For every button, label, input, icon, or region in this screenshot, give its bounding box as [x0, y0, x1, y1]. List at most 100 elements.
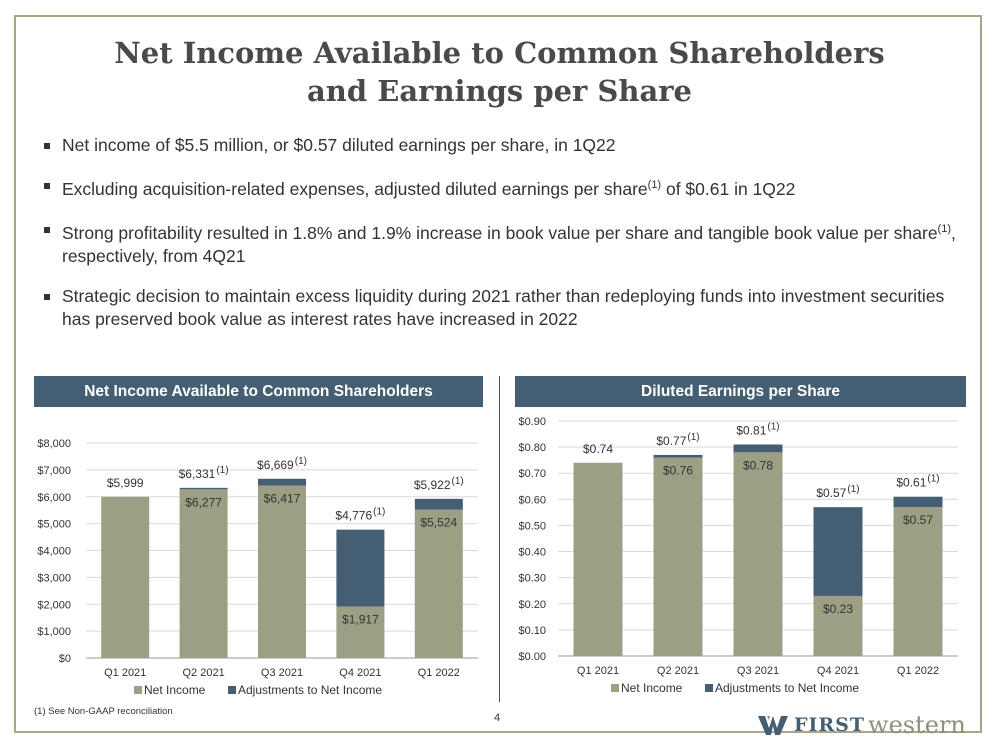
bar-net-income [179, 489, 228, 658]
w-mark-icon [758, 716, 788, 735]
y-tick-label: $0.10 [518, 625, 546, 637]
chart-legend: Net Income Adjustments to Net Income [134, 683, 382, 697]
bar-adjustment [813, 507, 863, 596]
footnote: (1) See Non-GAAP reconciliation [34, 706, 173, 717]
y-tick-label: $2,000 [37, 599, 71, 611]
bullet-text: Excluding acquisition-related expenses, … [62, 178, 648, 199]
bar-total-label: $0.74 [583, 442, 613, 456]
title-line-2: and Earnings per Share [307, 74, 692, 108]
bullet-item: Strategic decision to maintain excess li… [44, 285, 964, 331]
y-tick-label: $0.90 [518, 416, 546, 428]
page-title: Net Income Available to Common Sharehold… [0, 34, 999, 110]
bullet-text: Strong profitability resulted in 1.8% an… [62, 222, 938, 243]
company-logo: FIRST western [758, 710, 966, 740]
bar-inner-label: $1,917 [342, 612, 379, 626]
x-tick-label: Q3 2021 [737, 665, 779, 677]
bar-adjustment [336, 529, 385, 607]
y-tick-label: $5,000 [37, 519, 71, 531]
bullet-list: Net income of $5.5 million, or $0.57 dil… [44, 134, 964, 348]
legend-swatch [228, 686, 236, 694]
legend-label: Adjustments to Net Income [715, 681, 859, 695]
y-tick-label: $0.60 [518, 494, 546, 506]
bar-net-income [101, 496, 150, 658]
bullet-text: Strategic decision to maintain excess li… [62, 285, 945, 329]
legend-label: Net Income [621, 681, 683, 695]
bar-adjustment [653, 454, 703, 458]
y-tick-label: $3,000 [37, 572, 71, 584]
bullet-item: Net income of $5.5 million, or $0.57 dil… [44, 134, 964, 157]
bullet-item: Excluding acquisition-related expenses, … [44, 174, 964, 201]
logo-first: FIRST [794, 714, 866, 736]
title-line-1: Net Income Available to Common Sharehold… [114, 36, 885, 70]
net-income-chart: $0 $1,000 $2,000 $3,000 $4,000 $5,000 $6,000 $7… [37, 438, 478, 697]
bar-net-income [414, 509, 463, 658]
eps-chart-header: Diluted Earnings per Share [515, 376, 966, 407]
bullet-text-end: of $0.61 in 1Q22 [661, 178, 796, 199]
bullet-square-icon [44, 143, 50, 149]
bar-inner-label: $0.78 [743, 458, 773, 472]
x-tick-label: Q1 2021 [104, 667, 146, 679]
bullet-square-icon [44, 293, 50, 300]
net-income-chart-header: Net Income Available to Common Sharehold… [34, 376, 483, 407]
bar-net-income [336, 606, 385, 658]
y-tick-label: $0.50 [518, 520, 546, 532]
bar-inner-label: $6,417 [264, 492, 301, 506]
legend-swatch [134, 686, 142, 694]
page-number: 4 [494, 712, 501, 724]
legend-label: Adjustments to Net Income [238, 683, 382, 697]
bar-total-label: $0.81(1) [736, 422, 779, 438]
bar-net-income [653, 457, 703, 656]
bar-net-income [258, 485, 306, 658]
bar-net-income [813, 595, 863, 656]
bar-total-label: $5,999 [107, 476, 144, 490]
y-tick-label: $0.20 [518, 599, 546, 611]
y-tick-label: $0.70 [518, 468, 546, 480]
bar-total-label: $0.77(1) [656, 432, 699, 448]
x-tick-label: Q1 2022 [897, 665, 939, 677]
y-tick-label: $4,000 [37, 546, 71, 558]
bar-total-label: $6,331(1) [179, 465, 229, 481]
legend-label: Net Income [144, 683, 206, 697]
legend-swatch [705, 684, 713, 692]
y-tick-label: $1,000 [37, 626, 71, 638]
bar-adjustment [733, 444, 783, 453]
bar-adjustment [258, 478, 306, 486]
y-tick-label: $0.00 [518, 651, 546, 663]
bar-inner-label: $0.76 [663, 464, 693, 478]
y-tick-label: $0.30 [518, 573, 546, 585]
x-tick-label: Q4 2021 [817, 665, 859, 677]
x-tick-label: Q1 2022 [418, 667, 460, 679]
bar-adjustment [414, 498, 463, 510]
bar-inner-label: $6,277 [185, 495, 222, 509]
bar-adjustment [893, 496, 943, 508]
legend-swatch [611, 684, 619, 692]
bullet-item: Strong profitability resulted in 1.8% an… [44, 218, 964, 268]
bullet-text: Net income of $5.5 million, or $0.57 dil… [62, 135, 616, 155]
bullet-square-icon [44, 183, 50, 189]
bullet-text-end: , respectively, from 4Q21 [62, 222, 956, 266]
footnote-marker: (1) [937, 222, 951, 235]
x-tick-label: Q2 2021 [657, 665, 699, 677]
y-tick-label: $0 [59, 653, 71, 665]
chart-legend: Net Income Adjustments to Net Income [611, 681, 859, 695]
y-tick-label: $7,000 [37, 465, 71, 477]
x-tick-label: Q2 2021 [182, 667, 224, 679]
bar-inner-label: $5,524 [420, 516, 457, 530]
y-tick-label: $0.80 [518, 442, 546, 454]
x-tick-label: Q4 2021 [339, 667, 381, 679]
slide-frame [14, 15, 982, 733]
y-tick-label: $0.40 [518, 547, 546, 559]
bar-total-label: $6,669(1) [257, 456, 307, 472]
bar-net-income [573, 462, 623, 656]
bullet-square-icon [44, 226, 50, 233]
x-tick-label: Q1 2021 [577, 665, 619, 677]
footnote-marker: (1) [647, 179, 662, 191]
y-tick-label: $6,000 [37, 492, 71, 504]
bar-inner-label: $0.57 [903, 513, 933, 527]
bar-total-label: $0.61(1) [896, 474, 939, 490]
bar-total-label: $0.57(1) [816, 484, 859, 500]
eps-chart: $0.00 $0.10 $0.20 $0.30 $0.40 $0.50 $0.60 $0.70… [518, 416, 958, 695]
bar-net-income [893, 507, 943, 656]
logo-western: western [868, 711, 966, 739]
bar-net-income [733, 452, 783, 656]
